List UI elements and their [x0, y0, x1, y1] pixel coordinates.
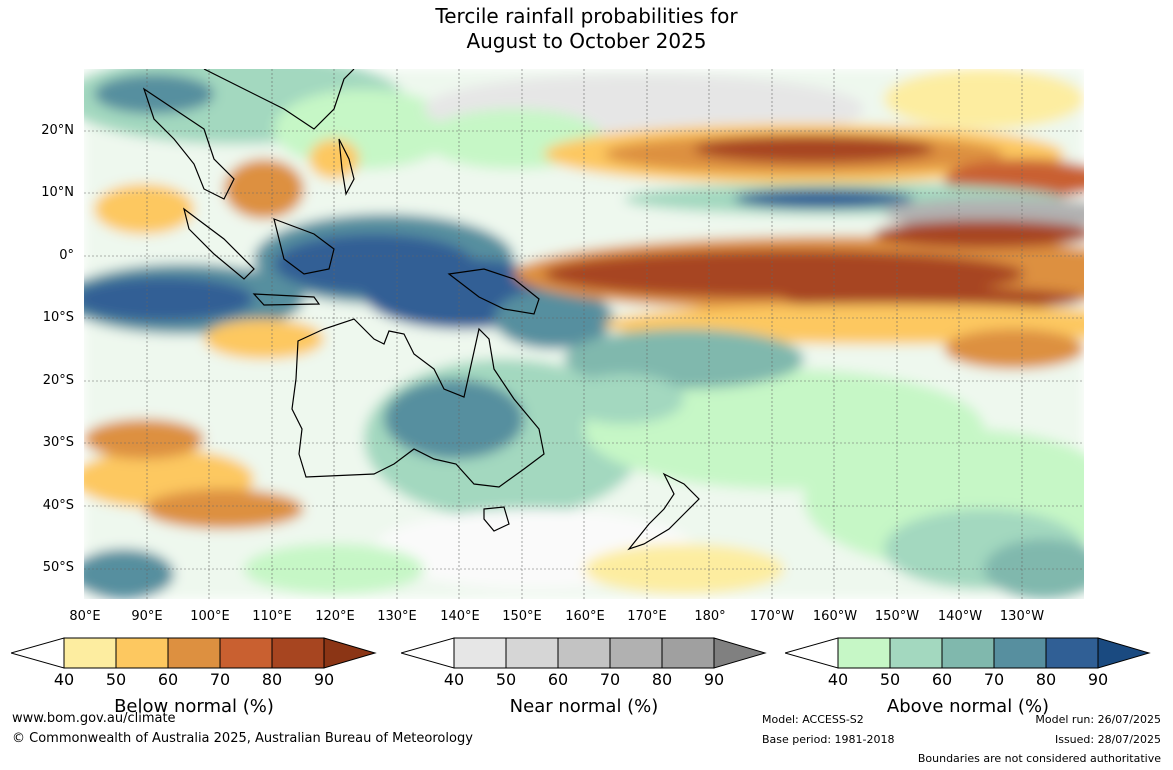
lat-label-20s: 20°S — [42, 373, 74, 388]
lon-label-130e: 130°E — [377, 609, 417, 624]
philippines-coastline — [338, 138, 355, 196]
colorbar-above-tick-90: 90 — [1087, 670, 1109, 689]
colorbar-above-tick-70: 70 — [983, 670, 1005, 689]
lat-label-20n: 20°N — [41, 123, 74, 138]
lon-label-170w: 170°W — [749, 609, 795, 624]
lat-label-10s: 10°S — [42, 310, 74, 325]
lat-label-50s: 50°S — [42, 560, 74, 575]
colorbar-near-bin-4 — [609, 637, 663, 669]
probability-map — [84, 69, 1084, 599]
colorbar-above — [785, 637, 1151, 669]
lat-label-10n: 10°N — [41, 185, 74, 200]
colorbar-below-bin-4 — [219, 637, 273, 669]
model-text: Model: ACCESS-S2 — [762, 713, 864, 726]
lon-label-150w: 150°W — [874, 609, 920, 624]
lat-label-equator: 0° — [59, 248, 74, 263]
australia-coastline — [291, 318, 545, 488]
lon-label-130w: 130°W — [999, 609, 1045, 624]
colorbar-below-tick-70: 70 — [209, 670, 231, 689]
lat-label-40s: 40°S — [42, 498, 74, 513]
lon-label-170e: 170°E — [627, 609, 667, 624]
colorbar-above-tick-50: 50 — [879, 670, 901, 689]
graticule — [84, 69, 1084, 599]
colorbar-below — [11, 637, 377, 669]
lon-label-120e: 120°E — [315, 609, 355, 624]
colorbar-near-bin-3 — [557, 637, 611, 669]
lon-label-110e: 110°E — [252, 609, 292, 624]
new-guinea-coastline — [447, 268, 540, 315]
colorbar-below-bin-2 — [115, 637, 169, 669]
colorbar-above-bin-4 — [993, 637, 1047, 669]
title-line-1: Tercile rainfall probabilities for — [435, 4, 738, 28]
colorbar-below-title: Below normal (%) — [114, 696, 274, 717]
china-coastline — [203, 69, 355, 130]
new-zealand-coastline — [627, 472, 700, 551]
lon-label-80e: 80°E — [69, 609, 101, 624]
map-title: Tercile rainfall probabilities for Augus… — [0, 4, 1173, 54]
colorbar-near — [401, 637, 767, 669]
borneo-coastline — [273, 218, 335, 275]
colorbar-below-tick-50: 50 — [105, 670, 127, 689]
colorbar-below-tick-60: 60 — [157, 670, 179, 689]
colorbar-above-tick-80: 80 — [1035, 670, 1057, 689]
colorbar-near-tick-50: 50 — [495, 670, 517, 689]
colorbar-near-tick-40: 40 — [443, 670, 465, 689]
lon-label-160w: 160°W — [812, 609, 858, 624]
colorbar-near-high-arrow — [713, 637, 767, 669]
colorbar-near-tick-60: 60 — [547, 670, 569, 689]
lon-label-180: 180° — [694, 609, 726, 624]
lon-label-140e: 140°E — [440, 609, 480, 624]
colorbar-below-high-arrow — [323, 637, 377, 669]
tasmania-coastline — [483, 506, 510, 532]
boundaries-disclaimer: Boundaries are not considered authoritat… — [917, 752, 1161, 765]
colorbar-below-bin-3 — [167, 637, 221, 669]
colorbar-above-high-arrow — [1097, 637, 1151, 669]
lon-label-160e: 160°E — [565, 609, 605, 624]
colorbar-above-bin-2 — [889, 637, 943, 669]
issued-text: Issued: 28/07/2025 — [1054, 733, 1161, 746]
colorbar-near-bin-2 — [505, 637, 559, 669]
colorbar-below-bin-5 — [271, 637, 325, 669]
colorbar-near-title: Near normal (%) — [509, 696, 659, 717]
model-run-text: Model run: 26/07/2025 — [1035, 713, 1161, 726]
colorbar-above-bin-5 — [1045, 637, 1099, 669]
title-line-2: August to October 2025 — [466, 29, 707, 53]
copyright-text: © Commonwealth of Australia 2025, Austra… — [12, 731, 473, 746]
colorbar-near-bin-1 — [453, 637, 507, 669]
colorbar-near-tick-90: 90 — [703, 670, 725, 689]
colorbar-below-bin-1 — [63, 637, 117, 669]
lat-label-30s: 30°S — [42, 435, 74, 450]
indochina-coastline — [142, 87, 235, 200]
colorbar-below-low-arrow — [11, 637, 65, 669]
colorbar-below-tick-90: 90 — [313, 670, 335, 689]
lon-label-150e: 150°E — [502, 609, 542, 624]
colorbar-near-tick-80: 80 — [651, 670, 673, 689]
java-coastline — [252, 293, 321, 306]
lon-label-140w: 140°W — [937, 609, 983, 624]
colorbar-above-bin-1 — [837, 637, 891, 669]
colorbar-above-tick-40: 40 — [827, 670, 849, 689]
colorbar-below-tick-40: 40 — [53, 670, 75, 689]
map-canvas — [84, 69, 1084, 599]
lon-label-90e: 90°E — [131, 609, 163, 624]
coastlines — [142, 69, 700, 551]
sumatra-coastline — [183, 207, 255, 280]
colorbar-above-bin-3 — [941, 637, 995, 669]
colorbar-near-bin-5 — [661, 637, 715, 669]
colorbar-above-low-arrow — [785, 637, 839, 669]
colorbar-near-tick-70: 70 — [599, 670, 621, 689]
colorbar-above-tick-60: 60 — [931, 670, 953, 689]
website-link[interactable]: www.bom.gov.au/climate — [12, 711, 176, 726]
colorbar-near-low-arrow — [401, 637, 455, 669]
colorbar-above-title: Above normal (%) — [886, 696, 1050, 717]
colorbar-below-tick-80: 80 — [261, 670, 283, 689]
base-period-text: Base period: 1981-2018 — [762, 733, 895, 746]
lon-label-100e: 100°E — [190, 609, 230, 624]
